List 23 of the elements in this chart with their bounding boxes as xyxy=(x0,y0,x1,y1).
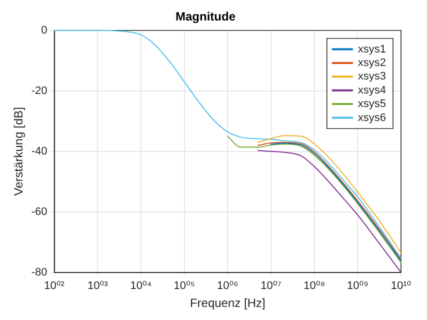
y-axis-title: Verstärkung [dB] xyxy=(12,107,26,196)
legend-label: xsys1 xyxy=(358,43,386,56)
x-tick-label: 10¹⁰ xyxy=(390,280,412,292)
x-tick-label: 10⁰⁶ xyxy=(217,280,238,292)
y-tick-label: -20 xyxy=(31,84,48,97)
x-tick-label: 10⁰⁷ xyxy=(260,280,282,292)
y-tick-label: -60 xyxy=(31,206,48,218)
legend-label: xsys2 xyxy=(358,56,386,69)
x-axis-title: Frequenz [Hz] xyxy=(190,296,266,310)
y-tick-label: -80 xyxy=(31,266,48,278)
x-tick-label: 10⁰⁴ xyxy=(130,280,152,292)
chart-title: Magnitude xyxy=(176,10,236,24)
legend-label: xsys5 xyxy=(358,98,386,110)
x-tick-label: 10⁰⁹ xyxy=(346,280,368,292)
x-tick-label: 10⁰³ xyxy=(87,280,108,292)
x-tick-label: 10⁰² xyxy=(44,280,65,292)
x-tick-label: 10⁰⁵ xyxy=(174,280,195,292)
y-tick-label: 0 xyxy=(41,24,48,36)
x-tick-label: 10⁰⁸ xyxy=(304,280,325,292)
y-tick-label: -40 xyxy=(31,145,48,158)
legend-label: xsys4 xyxy=(358,84,386,96)
legend-label: xsys3 xyxy=(358,70,386,83)
legend-label: xsys6 xyxy=(358,112,386,124)
